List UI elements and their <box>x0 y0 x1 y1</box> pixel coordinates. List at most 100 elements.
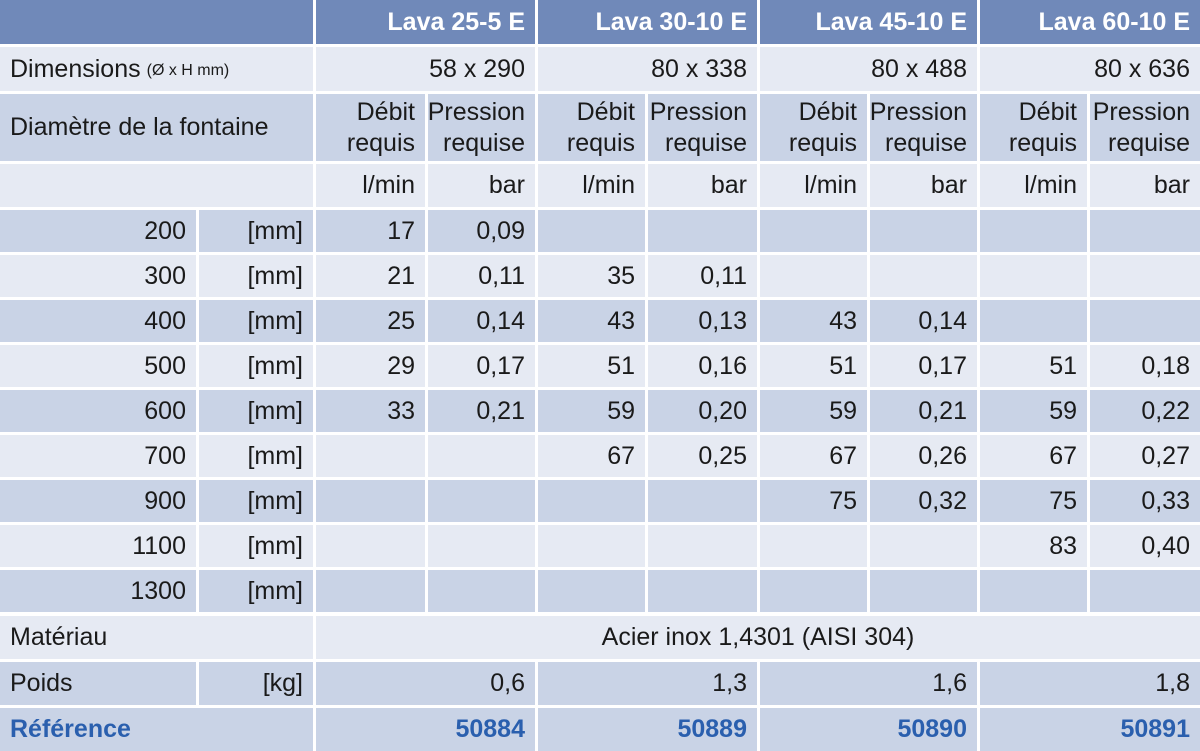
flow-value: 35 <box>538 255 645 297</box>
note: (Ø x H mm) <box>146 62 230 79</box>
diameter: 300 <box>0 255 196 297</box>
pressure-value <box>648 480 757 522</box>
flow-value: 33 <box>316 390 425 432</box>
flow-value <box>538 210 645 252</box>
flow-value: 67 <box>980 435 1087 477</box>
flow-value: 51 <box>538 345 645 387</box>
flow-value <box>760 525 867 567</box>
flow-header: Débit requis <box>760 94 867 161</box>
pressure-value: 0,16 <box>648 345 757 387</box>
material-label: Matériau <box>0 616 313 659</box>
flow-value <box>980 255 1087 297</box>
flow-value <box>760 210 867 252</box>
model-name: Lava 45-10 E <box>760 0 977 44</box>
flow-value <box>316 480 425 522</box>
pressure-value: 0,20 <box>648 390 757 432</box>
pressure-value: 0,17 <box>428 345 535 387</box>
flow-value: 51 <box>980 345 1087 387</box>
diameter: 700 <box>0 435 196 477</box>
pressure-value: 0,17 <box>870 345 977 387</box>
pressure-unit: bar <box>648 164 757 207</box>
pressure-value: 0,18 <box>1090 345 1200 387</box>
diameter-label: Diamètre de la fontaine <box>0 94 313 161</box>
diameter: 200 <box>0 210 196 252</box>
pressure-value <box>870 525 977 567</box>
flow-value <box>760 255 867 297</box>
pressure-value: 0,09 <box>428 210 535 252</box>
weight-label: Poids <box>0 662 196 705</box>
flow-value: 59 <box>760 390 867 432</box>
flow-value: 67 <box>760 435 867 477</box>
diameter: 1100 <box>0 525 196 567</box>
reference-label: Référence <box>0 708 313 751</box>
unit: [mm] <box>199 210 313 252</box>
pressure-value: 0,32 <box>870 480 977 522</box>
flow-value: 43 <box>760 300 867 342</box>
flow-value: 29 <box>316 345 425 387</box>
weight-unit: [kg] <box>199 662 313 705</box>
dimensions-value: 80 x 636 <box>980 47 1200 91</box>
dimensions-value: 80 x 338 <box>538 47 757 91</box>
pressure-value: 0,14 <box>428 300 535 342</box>
diameter: 600 <box>0 390 196 432</box>
pressure-unit: bar <box>1090 164 1200 207</box>
pressure-value <box>648 210 757 252</box>
dimensions-value: 58 x 290 <box>316 47 535 91</box>
flow-value <box>980 300 1087 342</box>
flow-header: Débit requis <box>538 94 645 161</box>
model-name: Lava 25-5 E <box>316 0 535 44</box>
flow-header: Débit requis <box>980 94 1087 161</box>
weight-value: 0,6 <box>316 662 535 705</box>
weight-value: 1,6 <box>760 662 977 705</box>
diameter: 900 <box>0 480 196 522</box>
pressure-value: 0,40 <box>1090 525 1200 567</box>
unit: [mm] <box>199 390 313 432</box>
reference-value: 50889 <box>538 708 757 751</box>
pressure-value: 0,13 <box>648 300 757 342</box>
flow-value: 21 <box>316 255 425 297</box>
flow-value: 17 <box>316 210 425 252</box>
weight-value: 1,3 <box>538 662 757 705</box>
pressure-header: Pression requise <box>648 94 757 161</box>
pressure-value <box>1090 300 1200 342</box>
flow-value: 75 <box>760 480 867 522</box>
pressure-unit: bar <box>428 164 535 207</box>
pressure-value <box>870 210 977 252</box>
pressure-header: Pression requise <box>870 94 977 161</box>
unit: [mm] <box>199 480 313 522</box>
pressure-value: 0,26 <box>870 435 977 477</box>
material-value: Acier inox 1,4301 (AISI 304) <box>316 616 1200 659</box>
pressure-value <box>428 570 535 612</box>
pressure-value <box>1090 210 1200 252</box>
pressure-unit: bar <box>870 164 977 207</box>
unit: [mm] <box>199 345 313 387</box>
pressure-header: Pression requise <box>1090 94 1200 161</box>
flow-unit: l/min <box>760 164 867 207</box>
pressure-value <box>648 570 757 612</box>
pressure-value: 0,22 <box>1090 390 1200 432</box>
pressure-value <box>870 255 977 297</box>
pressure-value <box>648 525 757 567</box>
flow-value <box>316 525 425 567</box>
model-name: Lava 30-10 E <box>538 0 757 44</box>
flow-value: 59 <box>980 390 1087 432</box>
unit: [mm] <box>199 525 313 567</box>
pressure-value: 0,11 <box>428 255 535 297</box>
reference-value: 50884 <box>316 708 535 751</box>
corner-cell <box>0 0 313 44</box>
pressure-header: Pression requise <box>428 94 535 161</box>
pressure-value: 0,33 <box>1090 480 1200 522</box>
model-name: Lava 60-10 E <box>980 0 1200 44</box>
unit: [mm] <box>199 570 313 612</box>
flow-unit: l/min <box>980 164 1087 207</box>
pressure-value <box>428 435 535 477</box>
weight-value: 1,8 <box>980 662 1200 705</box>
pressure-value: 0,25 <box>648 435 757 477</box>
flow-value: 51 <box>760 345 867 387</box>
pressure-value: 0,27 <box>1090 435 1200 477</box>
flow-value <box>760 570 867 612</box>
flow-value: 67 <box>538 435 645 477</box>
flow-value <box>538 525 645 567</box>
pressure-value <box>870 570 977 612</box>
